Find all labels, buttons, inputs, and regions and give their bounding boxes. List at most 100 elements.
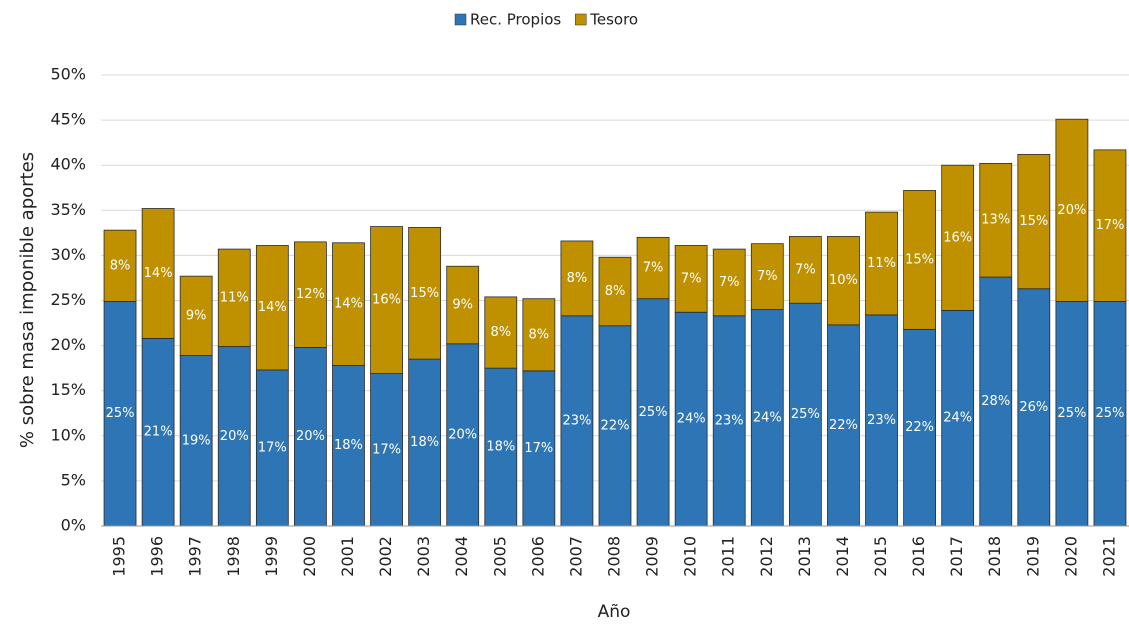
bar-segment bbox=[636, 298, 670, 527]
value-label: 25% bbox=[639, 405, 668, 420]
value-label: 8% bbox=[605, 284, 626, 299]
x-tick-label: 2001 bbox=[338, 536, 357, 577]
bar-segment bbox=[179, 275, 213, 356]
x-tick-label: 1997 bbox=[186, 536, 205, 577]
bar-segment bbox=[255, 245, 289, 371]
value-label: 21% bbox=[144, 425, 173, 440]
x-tick-label: 2021 bbox=[1099, 536, 1118, 577]
bar-segment bbox=[103, 301, 137, 527]
value-label: 20% bbox=[448, 427, 477, 442]
x-tick-label: 2007 bbox=[566, 536, 585, 577]
x-tick-label: 2009 bbox=[643, 536, 662, 577]
bar-segment bbox=[1093, 149, 1127, 302]
value-label: 22% bbox=[601, 418, 630, 433]
x-tick-label: 2016 bbox=[909, 536, 928, 577]
bar-segment bbox=[1055, 118, 1089, 302]
bar-segment bbox=[1017, 153, 1051, 290]
value-label: 15% bbox=[905, 252, 934, 267]
value-label: 8% bbox=[490, 325, 511, 340]
bar-segment bbox=[865, 314, 898, 527]
value-label: 8% bbox=[567, 271, 588, 286]
value-label: 25% bbox=[791, 407, 820, 422]
x-tick-label: 2013 bbox=[795, 536, 814, 577]
bar-segment bbox=[712, 248, 746, 317]
value-label: 16% bbox=[372, 293, 401, 308]
legend-label: Rec. Propios bbox=[470, 11, 561, 29]
x-tick-label: 2012 bbox=[757, 536, 776, 577]
value-label: 7% bbox=[757, 269, 778, 284]
value-label: 24% bbox=[677, 412, 706, 427]
bar-segment bbox=[1017, 288, 1051, 527]
y-tick-label: 30% bbox=[50, 245, 86, 264]
value-label: 19% bbox=[182, 433, 211, 448]
bar-segment bbox=[712, 315, 746, 527]
y-tick-label: 0% bbox=[61, 516, 86, 535]
value-label: 17% bbox=[258, 440, 287, 455]
value-label: 11% bbox=[220, 290, 249, 305]
bar-segment bbox=[827, 236, 860, 326]
bar-segment bbox=[750, 309, 784, 527]
y-tick-label: 25% bbox=[50, 290, 86, 309]
value-label: 8% bbox=[529, 327, 550, 342]
value-label: 17% bbox=[524, 441, 553, 456]
legend-label: Tesoro bbox=[589, 11, 638, 29]
value-label: 18% bbox=[334, 438, 363, 453]
x-tick-label: 2019 bbox=[1023, 536, 1042, 577]
y-tick-label: 15% bbox=[50, 380, 86, 399]
value-label: 17% bbox=[1096, 218, 1125, 233]
bar-segment bbox=[941, 164, 975, 311]
bar-segment bbox=[941, 310, 975, 527]
value-label: 24% bbox=[943, 411, 972, 426]
x-tick-label: 2002 bbox=[376, 536, 395, 577]
bar-segment bbox=[370, 226, 403, 374]
value-label: 14% bbox=[258, 300, 287, 315]
bar-segment bbox=[865, 211, 898, 316]
bar-segment bbox=[103, 229, 137, 302]
value-label: 23% bbox=[715, 413, 744, 428]
value-label: 25% bbox=[1096, 406, 1125, 421]
bar-segment bbox=[750, 243, 784, 310]
x-tick-label: 2020 bbox=[1061, 536, 1080, 577]
x-tick-label: 2017 bbox=[947, 536, 966, 577]
legend-swatch bbox=[575, 13, 587, 26]
legend-swatch bbox=[454, 13, 467, 26]
value-label: 16% bbox=[943, 230, 972, 245]
x-tick-label: 1996 bbox=[148, 536, 167, 577]
bar-segment bbox=[903, 328, 936, 527]
x-tick-label: 2018 bbox=[985, 536, 1004, 577]
value-label: 11% bbox=[867, 256, 896, 271]
value-label: 7% bbox=[795, 262, 816, 277]
value-label: 8% bbox=[110, 258, 131, 273]
bar-segment bbox=[674, 311, 708, 527]
value-label: 23% bbox=[867, 413, 896, 428]
bar-segment bbox=[179, 355, 213, 527]
y-tick-label: 20% bbox=[50, 335, 86, 354]
bar-segment bbox=[446, 265, 480, 345]
bar-segment bbox=[827, 324, 860, 527]
x-tick-label: 2008 bbox=[605, 536, 624, 577]
value-label: 9% bbox=[186, 308, 207, 323]
y-tick-label: 5% bbox=[61, 470, 86, 489]
x-tick-label: 2004 bbox=[452, 536, 471, 577]
bar-segment bbox=[484, 296, 518, 369]
value-label: 20% bbox=[220, 429, 249, 444]
value-label: 26% bbox=[1019, 400, 1048, 415]
bar-segment bbox=[1055, 301, 1089, 527]
value-label: 24% bbox=[753, 410, 782, 425]
value-label: 7% bbox=[681, 271, 702, 286]
value-label: 14% bbox=[144, 266, 173, 281]
bar-segment bbox=[217, 248, 251, 347]
value-label: 25% bbox=[1057, 406, 1086, 421]
x-tick-label: 2015 bbox=[871, 536, 890, 577]
y-tick-label: 10% bbox=[50, 425, 86, 444]
value-label: 22% bbox=[829, 418, 858, 433]
bar-segment bbox=[636, 236, 670, 300]
bar-segment bbox=[294, 241, 327, 348]
value-label: 18% bbox=[410, 435, 439, 450]
value-label: 12% bbox=[296, 287, 325, 302]
bar-segment bbox=[979, 162, 1013, 278]
bar-segment bbox=[674, 245, 708, 313]
bar-segment bbox=[903, 190, 936, 330]
bar-segment bbox=[484, 367, 518, 527]
